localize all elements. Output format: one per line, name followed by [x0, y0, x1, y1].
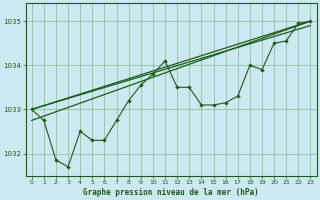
X-axis label: Graphe pression niveau de la mer (hPa): Graphe pression niveau de la mer (hPa) [83, 188, 259, 197]
